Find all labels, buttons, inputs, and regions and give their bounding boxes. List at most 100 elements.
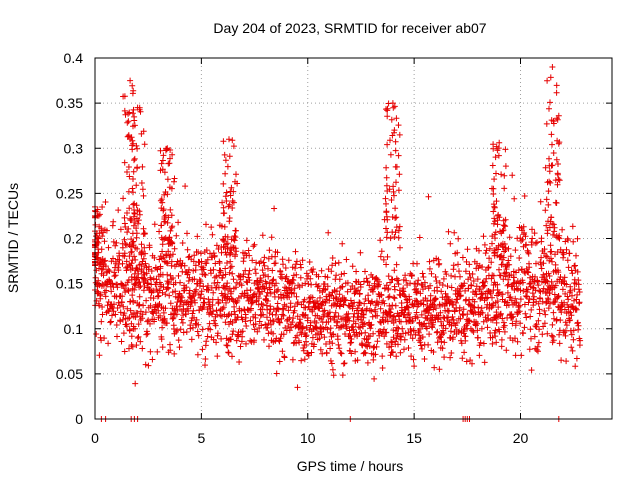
- data-point: [523, 314, 530, 321]
- data-point: [498, 343, 505, 350]
- data-point: [569, 223, 576, 230]
- data-point: [498, 252, 505, 259]
- data-point: [550, 150, 557, 156]
- data-point: [100, 272, 107, 279]
- data-point: [159, 157, 166, 164]
- data-point: [424, 298, 431, 305]
- data-point: [324, 326, 331, 333]
- data-point: [366, 282, 373, 289]
- data-point: [279, 348, 286, 355]
- data-point: [123, 323, 130, 330]
- data-point: [130, 176, 136, 182]
- data-point: [119, 293, 126, 300]
- data-point: [197, 278, 204, 285]
- data-point: [381, 300, 388, 307]
- data-point: [477, 286, 483, 292]
- data-point: [326, 309, 333, 316]
- data-point: [309, 334, 316, 341]
- data-point: [290, 315, 297, 322]
- data-point: [552, 261, 559, 268]
- data-point: [146, 244, 153, 251]
- data-point: [433, 278, 440, 284]
- data-point: [406, 314, 413, 321]
- data-point: [186, 266, 192, 273]
- data-point: [545, 305, 552, 312]
- data-point: [279, 311, 286, 318]
- data-point: [369, 313, 376, 320]
- x-axis-label: GPS time / hours: [297, 458, 404, 474]
- data-point: [526, 264, 533, 271]
- data-point: [222, 170, 229, 177]
- data-point: [448, 284, 455, 291]
- data-point: [383, 340, 390, 347]
- data-point: [117, 226, 124, 233]
- data-point: [292, 265, 299, 272]
- data-point: [535, 317, 542, 324]
- data-point: [125, 118, 132, 125]
- data-point: [154, 348, 161, 355]
- data-point: [439, 282, 446, 288]
- data-point: [223, 189, 230, 196]
- data-point: [226, 218, 233, 225]
- data-point: [560, 251, 567, 258]
- data-point: [413, 309, 420, 316]
- data-point: [329, 366, 336, 373]
- data-point: [383, 234, 390, 241]
- data-point: [221, 223, 228, 230]
- data-point: [548, 248, 555, 255]
- data-point: [255, 286, 262, 293]
- data-point: [451, 229, 458, 236]
- data-point: [125, 225, 132, 232]
- data-point: [223, 299, 229, 306]
- data-point: [307, 275, 314, 282]
- data-point: [391, 295, 398, 302]
- data-point: [546, 168, 553, 175]
- data-point: [337, 298, 344, 305]
- chart-title: Day 204 of 2023, SRMTID for receiver ab0…: [213, 20, 486, 36]
- data-point: [222, 319, 229, 326]
- data-point: [509, 172, 516, 179]
- data-point: [440, 330, 447, 336]
- data-point: [462, 268, 469, 275]
- data-point: [240, 271, 247, 278]
- data-point: [327, 325, 334, 332]
- data-point: [479, 264, 486, 270]
- data-point: [489, 334, 496, 341]
- data-point: [362, 296, 369, 302]
- data-point: [237, 276, 244, 283]
- data-point: [171, 178, 177, 185]
- data-point: [574, 291, 581, 298]
- data-point: [292, 248, 299, 255]
- data-point: [392, 205, 399, 212]
- data-point: [420, 274, 427, 280]
- data-point: [554, 116, 561, 123]
- data-point: [267, 290, 274, 297]
- data-point: [256, 318, 263, 325]
- data-point: [240, 255, 247, 261]
- data-point: [480, 233, 487, 240]
- data-point: [567, 317, 573, 324]
- data-point: [246, 252, 253, 259]
- data-point: [414, 314, 421, 321]
- data-point: [569, 303, 576, 310]
- data-point: [329, 255, 336, 261]
- data-point: [222, 157, 229, 164]
- data-point: [467, 274, 474, 281]
- data-point: [198, 288, 205, 295]
- data-point: [547, 99, 553, 106]
- data-point: [267, 286, 273, 293]
- data-point: [364, 279, 371, 286]
- y-tick-label: 0.3: [64, 140, 84, 156]
- data-point: [135, 321, 142, 328]
- data-point: [575, 286, 582, 293]
- data-point: [286, 294, 293, 301]
- data-point: [352, 320, 359, 327]
- data-point: [369, 288, 376, 295]
- data-point: [464, 246, 471, 253]
- data-point: [166, 184, 173, 191]
- data-point: [114, 333, 120, 340]
- data-point: [270, 276, 277, 283]
- data-point: [339, 240, 346, 247]
- data-point: [260, 311, 267, 318]
- data-point: [336, 345, 343, 352]
